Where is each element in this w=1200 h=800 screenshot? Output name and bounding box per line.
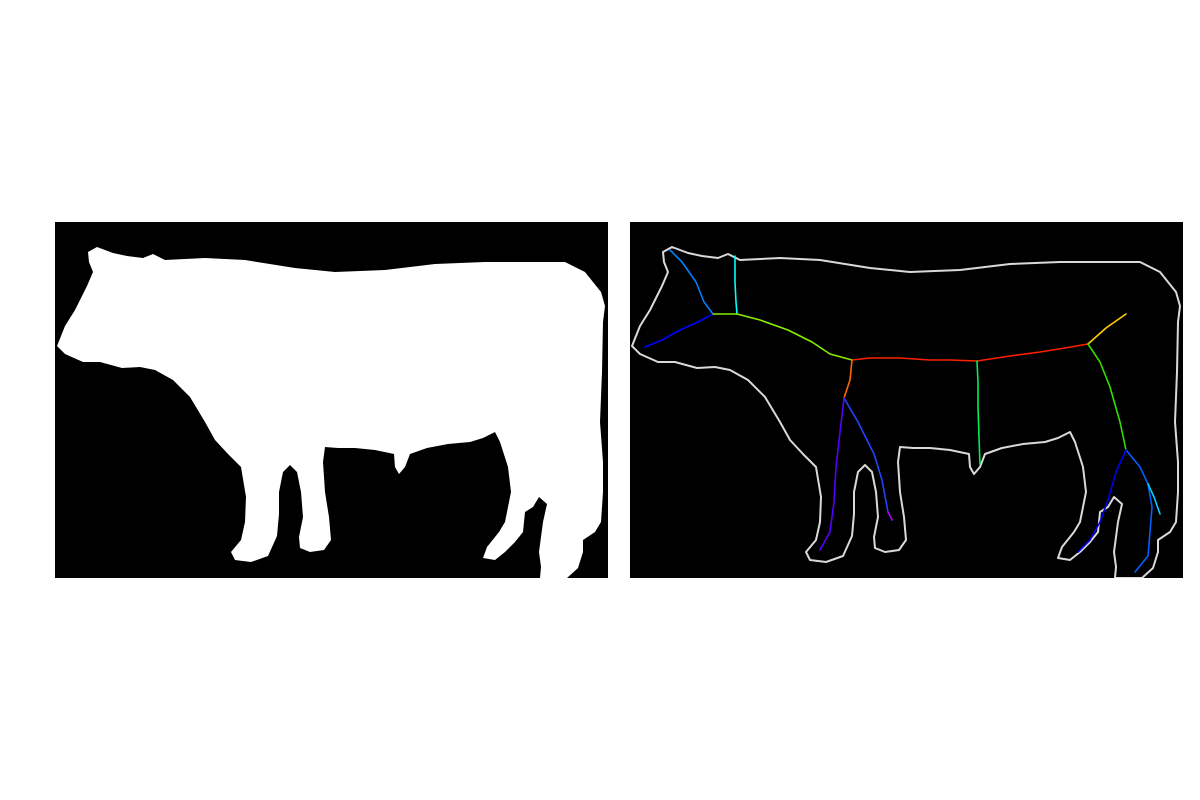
cow-skeleton-image (631, 246, 1181, 578)
skeleton-overlay-panel (630, 222, 1183, 578)
skeleton-branch-hind-leg-inner (1077, 449, 1127, 553)
skeleton-branch-fore-leg-rear (843, 397, 889, 513)
cow-contour (631, 246, 1181, 578)
skeleton-branch-hip (1087, 343, 1127, 451)
skeleton-branch-neck (712, 313, 853, 361)
skeleton-branch-poll (734, 255, 738, 315)
skeleton-branch-belly (976, 360, 981, 465)
skeleton-branch-fore-leg-stub (887, 511, 893, 521)
skeleton-branch-tailhead (1087, 313, 1127, 345)
cow-silhouette-image (57, 247, 605, 578)
cow-silhouette (57, 247, 605, 578)
skeleton-branch-tail (1147, 483, 1161, 515)
silhouette-mask-panel (55, 222, 608, 578)
skeleton-branch-shoulder (843, 359, 853, 399)
skeleton-spine (851, 343, 1089, 362)
skeleton-branch-fore-leg-front (819, 397, 845, 551)
skeleton-branch-muzzle (644, 313, 714, 348)
skeleton-branch-ear (669, 249, 714, 315)
skeleton-branch-hind-leg-outer (1125, 449, 1153, 573)
